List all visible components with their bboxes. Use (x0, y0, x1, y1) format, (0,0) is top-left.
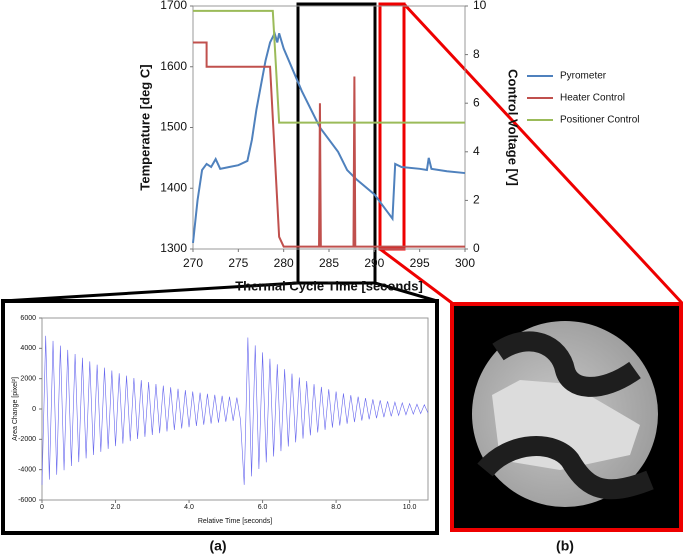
y-tick-label: 6000 (20, 315, 36, 322)
y-tick-label: -6000 (18, 497, 36, 504)
series-line (192, 30, 466, 244)
x-axis-label: Relative Time [seconds] (198, 518, 272, 525)
y-tick-label: 1700 (160, 0, 187, 12)
legend-label: Positioner Control (560, 115, 639, 126)
y2-tick-label: 6 (473, 95, 480, 109)
x-tick-label: 295 (410, 256, 430, 270)
zoom-connectors (2, 2, 684, 305)
x-tick-label: 270 (183, 256, 203, 270)
y-tick-label: 1300 (160, 241, 187, 255)
y2-tick-label: 8 (473, 47, 480, 61)
x-tick-label: 290 (364, 256, 384, 270)
x-tick-label: 10.0 (403, 504, 417, 511)
y2-tick-label: 2 (473, 193, 480, 207)
x-tick-label: 2.0 (111, 504, 121, 511)
panel-label: (b) (556, 538, 574, 554)
y-tick-label: -2000 (18, 436, 36, 443)
x-tick-label: 280 (274, 256, 294, 270)
series-line (193, 41, 465, 248)
y2-tick-label: 10 (473, 0, 487, 12)
y-tick-label: 1500 (160, 120, 187, 134)
x-tick-label: 6.0 (258, 504, 268, 511)
y-tick-label: 4000 (20, 345, 36, 352)
x-tick-label: 285 (319, 256, 339, 270)
y-tick-label: 0 (32, 406, 36, 413)
legend-label: Heater Control (560, 93, 625, 104)
x-tick-label: 275 (228, 256, 248, 270)
y-tick-label: 1400 (160, 180, 187, 194)
panel-label: (a) (209, 538, 226, 554)
y-axis-label: Area Change [pixel²] (12, 377, 19, 441)
y2-axis-label: Control Voltage [V] (506, 69, 521, 186)
y2-tick-label: 0 (473, 241, 480, 255)
series-line (193, 9, 465, 124)
x-tick-label: 0 (40, 504, 44, 511)
y2-tick-label: 4 (473, 144, 480, 158)
y-tick-label: -4000 (18, 467, 36, 474)
plot-frame (192, 5, 466, 250)
x-axis-label: Thermal Cycle Time [seconds] (235, 278, 423, 293)
image-b (450, 302, 683, 532)
y-tick-label: 1600 (160, 59, 187, 73)
x-tick-label: 4.0 (184, 504, 194, 511)
series-line (41, 335, 429, 485)
x-tick-label: 8.0 (331, 504, 341, 511)
inset-a-frame (1, 299, 439, 535)
y-tick-label: 2000 (20, 376, 36, 383)
x-tick-label: 300 (455, 256, 475, 270)
legend-label: Pyrometer (560, 71, 607, 82)
y-axis-label: Temperature [deg C] (137, 64, 152, 190)
